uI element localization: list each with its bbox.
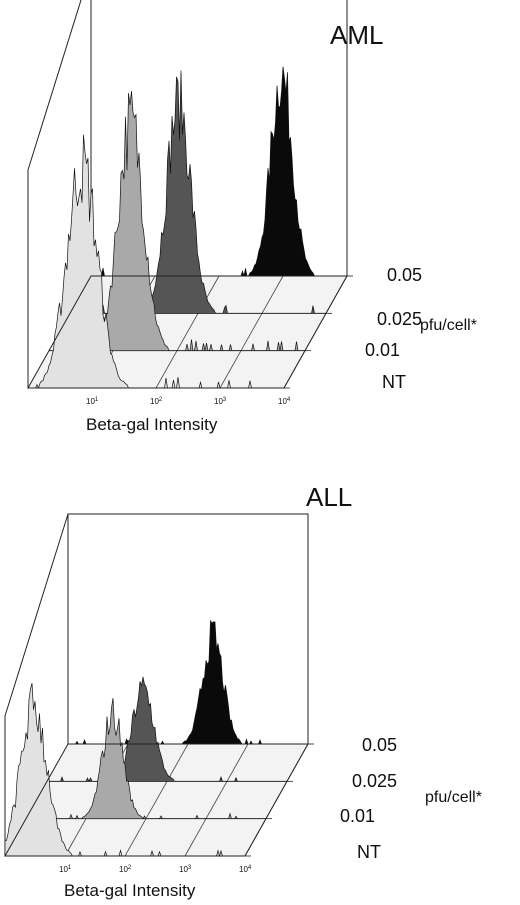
chart-panel-all: 101 102 103 104 NT 0.01 0.025 0.05 pfu/cell* Beta… — [4, 482, 482, 900]
floor-gridline — [219, 275, 284, 389]
series-label-0-05: 0.05 — [387, 265, 422, 285]
top-edge — [4, 513, 69, 717]
series-label-0-05: 0.05 — [362, 735, 397, 755]
x-tick-label: 102 — [119, 865, 132, 874]
z-axis-label: pfu/cell* — [425, 789, 482, 806]
x-tick-label: 104 — [239, 865, 252, 874]
x-tick-label: 102 — [150, 397, 163, 406]
series-label-0-025: 0.025 — [377, 309, 422, 329]
series-label-nt: NT — [357, 842, 381, 862]
series-label-nt: NT — [382, 372, 406, 392]
floor-gridline — [155, 275, 220, 389]
floor-gridline — [184, 743, 249, 857]
z-axis-label: pfu/cell* — [420, 317, 477, 334]
x-tick-label: 103 — [179, 865, 192, 874]
x-tick-label: 101 — [59, 865, 72, 874]
x-tick-label: 103 — [214, 397, 227, 406]
panel-title: AML — [330, 20, 383, 50]
x-tick-label: 104 — [278, 397, 291, 406]
series-label-0-025: 0.025 — [352, 771, 397, 791]
x-axis-label: Beta-gal Intensity — [64, 881, 196, 900]
histogram-0-025 — [46, 676, 288, 783]
series-label-0-01: 0.01 — [340, 806, 375, 826]
back-wall — [90, 0, 348, 276]
x-axis-label: Beta-gal Intensity — [86, 415, 218, 434]
x-tick-label: 101 — [86, 397, 99, 406]
histogram-0-05 — [68, 619, 308, 745]
floor-gridline — [124, 743, 189, 857]
panel-title: ALL — [306, 482, 352, 512]
back-wall — [67, 513, 309, 744]
top-edge — [27, 0, 82, 171]
chart-panel-aml: 101 102 103 104 NT 0.01 0.025 0.05 pfu/cell* Beta… — [27, 0, 477, 434]
histogram-0-01 — [25, 698, 267, 820]
series-label-0-01: 0.01 — [365, 340, 400, 360]
